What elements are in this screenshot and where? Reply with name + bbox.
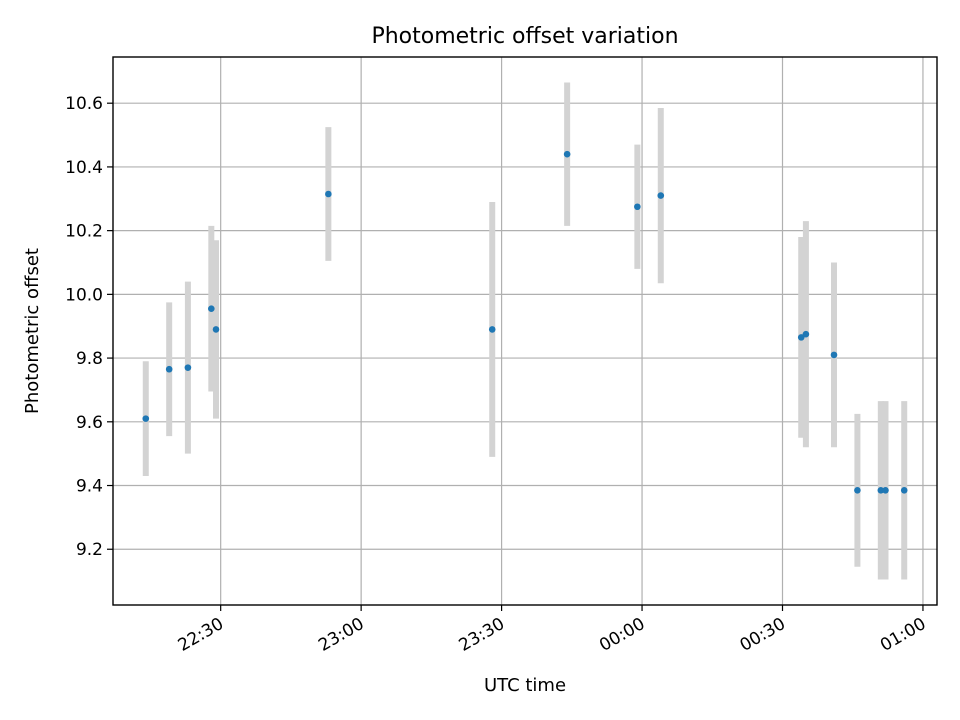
x-tick-label: 00:00 bbox=[596, 614, 648, 656]
y-tick-label: 9.8 bbox=[76, 349, 103, 369]
data-point bbox=[142, 415, 150, 422]
y-tick-label: 9.4 bbox=[76, 477, 103, 497]
data-point bbox=[208, 305, 215, 312]
data-point bbox=[563, 150, 571, 158]
data-point bbox=[212, 326, 220, 333]
data-point bbox=[854, 487, 861, 494]
data-point bbox=[184, 364, 192, 371]
data-point bbox=[900, 487, 908, 494]
data-point bbox=[797, 334, 805, 341]
x-tick-label: 23:00 bbox=[315, 614, 367, 656]
x-axis-ticks: 22:30 23:00 23:30 00:00 00:30 01:00 bbox=[175, 605, 929, 656]
y-tick-label: 10.2 bbox=[65, 222, 103, 242]
y-tick-label: 10.0 bbox=[65, 285, 103, 305]
chart-title: Photometric offset variation bbox=[371, 24, 678, 49]
data-point bbox=[802, 330, 810, 338]
data-point bbox=[657, 192, 665, 199]
data-point bbox=[882, 487, 889, 494]
y-tick-label: 10.6 bbox=[65, 94, 103, 114]
data-points bbox=[142, 150, 908, 494]
data-point bbox=[165, 365, 173, 373]
plot-frame bbox=[112, 56, 938, 606]
x-tick-label: 01:00 bbox=[877, 614, 929, 656]
x-tick-label: 00:30 bbox=[737, 614, 789, 656]
x-axis-label: UTC time bbox=[484, 675, 566, 696]
y-tick-label: 10.4 bbox=[65, 158, 103, 178]
data-point bbox=[877, 487, 885, 494]
error-bars bbox=[142, 82, 908, 580]
data-point bbox=[634, 203, 641, 211]
y-axis-ticks: 9.2 9.4 9.6 9.8 10.0 10.2 10.4 10.6 bbox=[65, 94, 113, 560]
grid bbox=[113, 57, 937, 605]
y-tick-label: 9.6 bbox=[76, 413, 103, 433]
x-tick-label: 22:30 bbox=[175, 614, 227, 656]
data-point bbox=[325, 190, 332, 198]
y-axis-label: Photometric offset bbox=[22, 248, 43, 414]
data-point bbox=[488, 326, 496, 333]
data-point bbox=[830, 351, 838, 359]
x-tick-label: 23:30 bbox=[456, 614, 508, 656]
y-tick-label: 9.2 bbox=[76, 540, 103, 560]
